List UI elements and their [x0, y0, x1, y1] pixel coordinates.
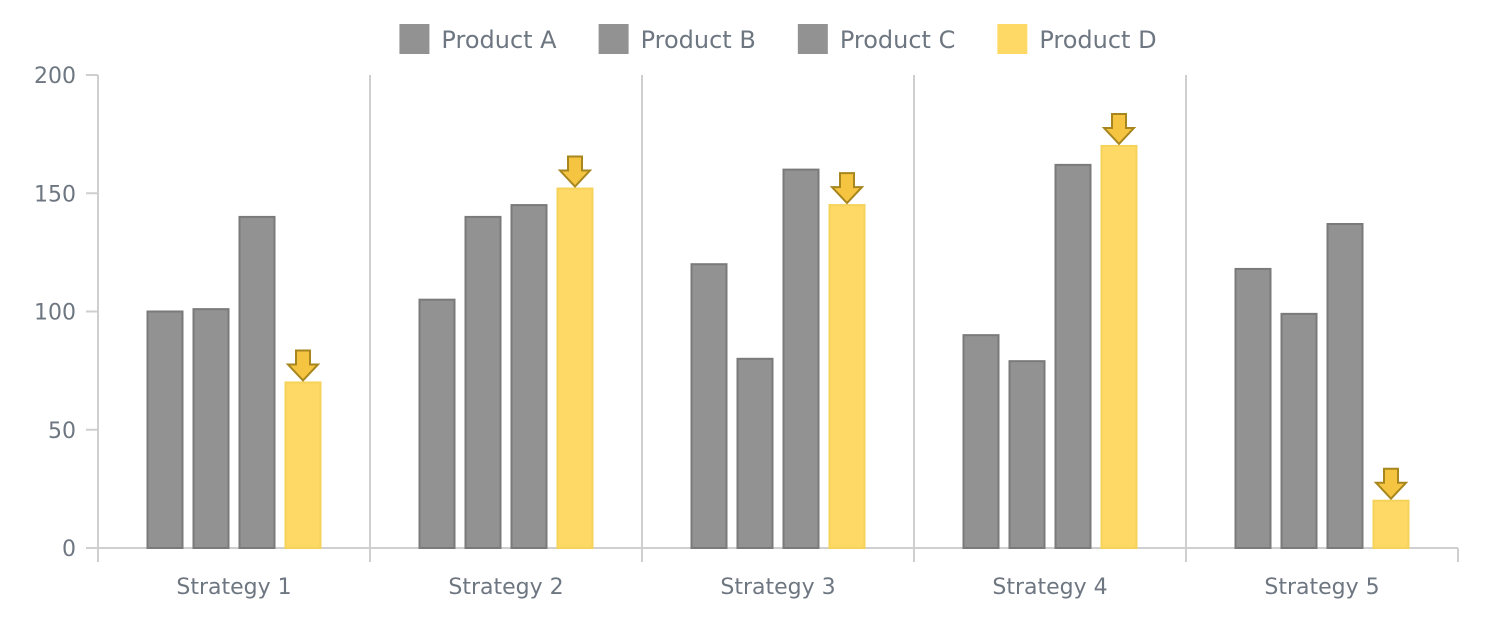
arrow-down-icon [829, 172, 865, 205]
bar [1372, 499, 1410, 550]
legend-item: Product B [598, 24, 756, 54]
bar [782, 168, 820, 549]
legend: Product A Product B Product C Product D [399, 24, 1157, 54]
y-tick-label: 0 [62, 537, 76, 562]
bar [238, 215, 276, 549]
bar [1234, 267, 1272, 549]
legend-label: Product D [1039, 26, 1156, 54]
bar [736, 357, 774, 549]
legend-label: Product B [641, 26, 756, 54]
bar [1326, 222, 1364, 549]
arrow-down-icon [1373, 467, 1409, 501]
bar [1280, 312, 1318, 549]
legend-label: Product C [840, 26, 956, 54]
y-tick-label: 100 [34, 301, 76, 326]
arrow-down-icon [557, 155, 593, 188]
bar [828, 204, 866, 549]
legend-swatch [399, 24, 430, 54]
legend-item: Product D [997, 24, 1157, 54]
bars [146, 144, 1410, 550]
bar [464, 215, 502, 549]
bar [1100, 144, 1138, 549]
bar [962, 334, 1000, 549]
bar [146, 310, 184, 549]
x-tick-label: Strategy 4 [992, 575, 1107, 600]
x-tick-label: Strategy 2 [448, 575, 563, 600]
bar [690, 263, 728, 549]
bar [510, 204, 548, 549]
bar [556, 187, 594, 550]
bar [192, 308, 230, 550]
x-tick-label: Strategy 5 [1264, 575, 1379, 600]
axes: 0 50 100 150 200 Strategy 1 Strategy 2 Strategy… [34, 64, 1459, 600]
y-tick-label: 150 [34, 182, 76, 207]
arrow-down-icon [1101, 112, 1137, 146]
bar [418, 298, 456, 549]
bar [284, 381, 322, 550]
y-tick-label: 200 [34, 64, 76, 89]
legend-swatch [598, 24, 629, 54]
legend-label: Product A [441, 26, 557, 54]
legend-item: Product A [399, 24, 557, 54]
legend-item: Product C [797, 24, 956, 54]
legend-swatch [797, 24, 828, 54]
x-tick-label: Strategy 3 [720, 575, 835, 600]
y-tick-label: 50 [48, 419, 76, 444]
markers [285, 112, 1409, 501]
x-tick-label: Strategy 1 [176, 575, 291, 600]
bar [1008, 360, 1046, 550]
bar [1054, 163, 1092, 549]
legend-swatch [997, 24, 1028, 54]
arrow-down-icon [285, 349, 321, 382]
